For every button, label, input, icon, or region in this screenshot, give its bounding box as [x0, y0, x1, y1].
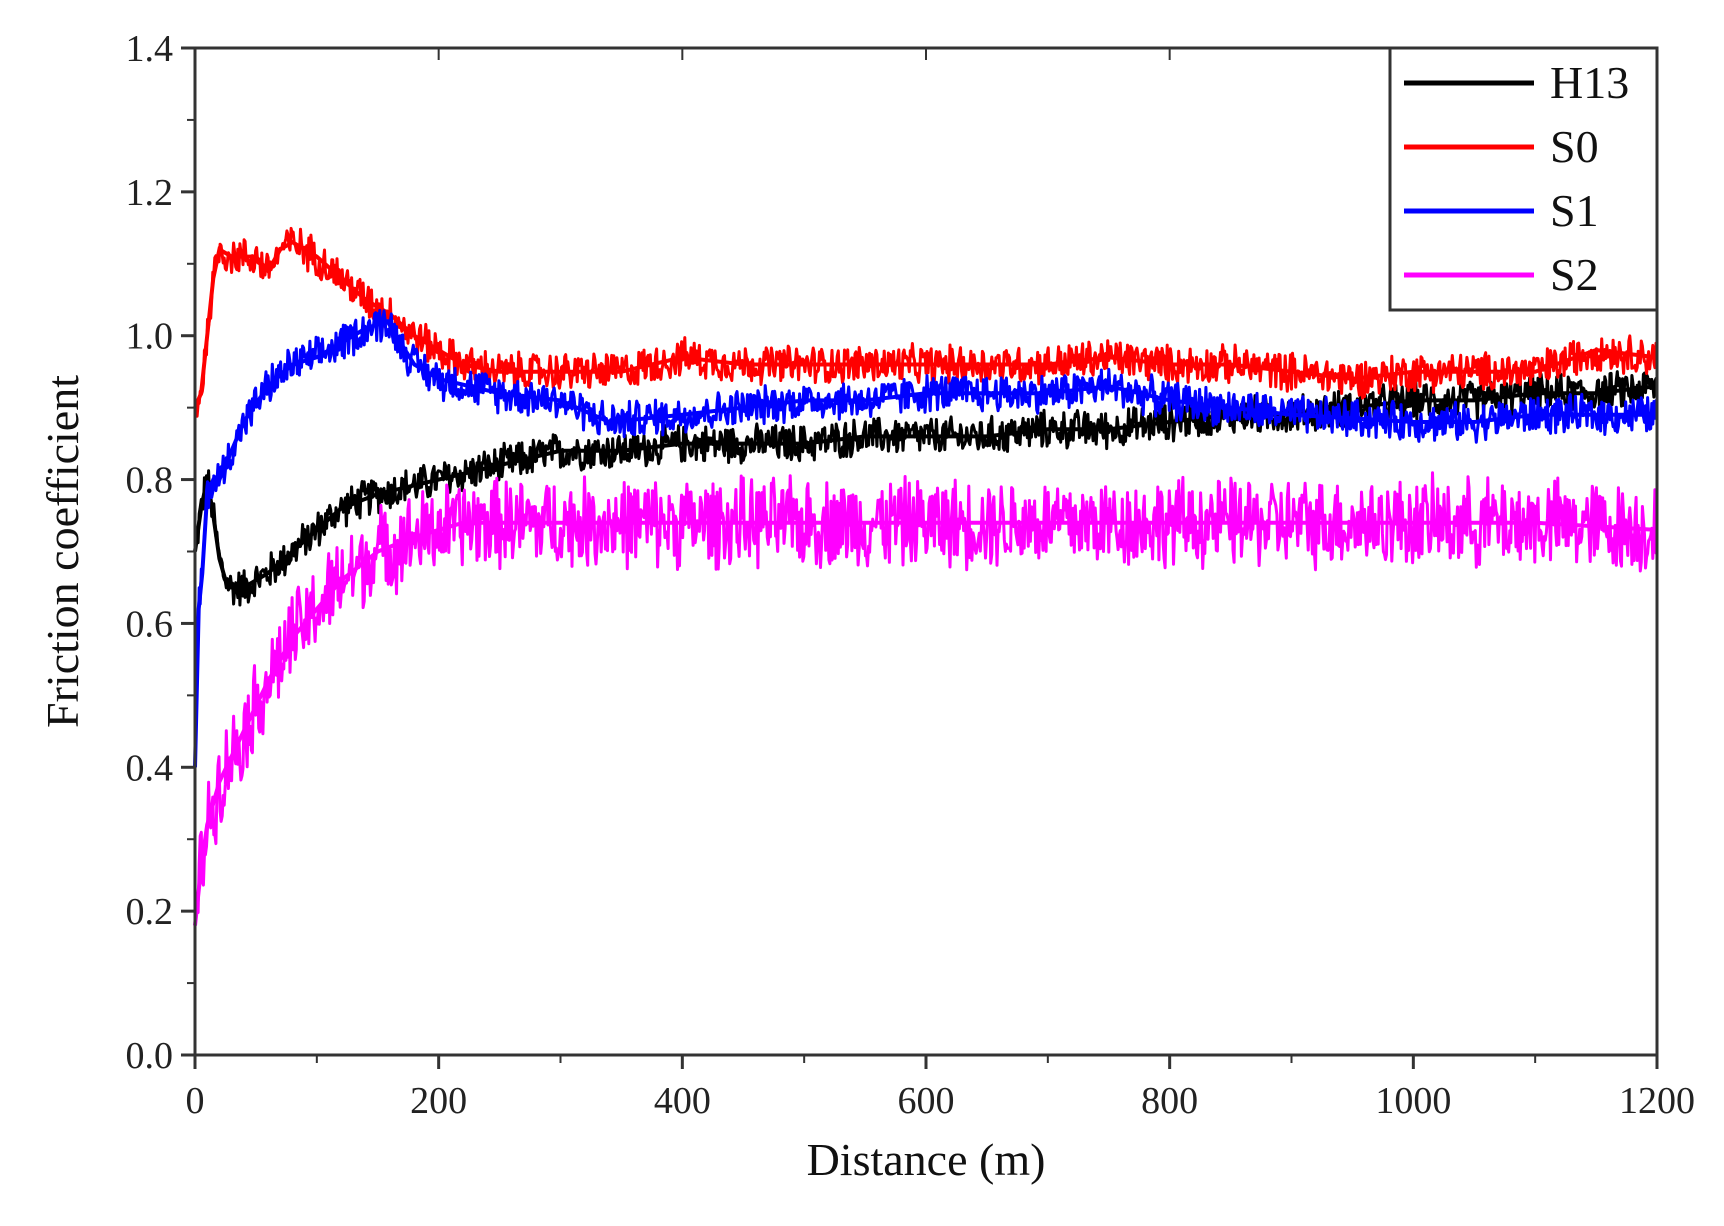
- series-trend-s2: [193, 520, 1658, 926]
- legend-item-h13: H13: [1404, 57, 1629, 108]
- legend-box: [1388, 46, 1659, 312]
- x-tick-label: 0: [186, 1080, 205, 1122]
- series-line-s2: [193, 471, 1659, 915]
- series-line-h13: [193, 370, 1659, 607]
- plot-area-frame: [193, 46, 1659, 1057]
- y-tick-label: 0.0: [126, 1035, 174, 1077]
- x-axis-title: Distance (m): [807, 1134, 1046, 1185]
- ticks-layer: 0 200 400 600 800 1000 1200 0.0 0.2 0.4 0.6 0.8 1.0 1…: [126, 28, 1696, 1122]
- y-tick-label: 1.4: [126, 28, 174, 70]
- legend: H13 S0 S1 S2: [1388, 46, 1659, 312]
- legend-label: S1: [1550, 185, 1599, 236]
- y-tick-label: 1.2: [126, 172, 174, 214]
- x-tick-label: 800: [1141, 1080, 1198, 1122]
- series-layer: [193, 226, 1659, 926]
- y-tick-label: 0.8: [126, 460, 174, 502]
- series-trend-s1: [193, 318, 1657, 768]
- x-tick-label: 400: [654, 1080, 711, 1122]
- legend-label: H13: [1550, 57, 1629, 108]
- series-s1: [193, 308, 1659, 768]
- x-tick-label: 600: [898, 1080, 955, 1122]
- series-line-s1: [193, 308, 1659, 766]
- series-trend-s0: [193, 239, 1658, 409]
- x-tick-label: 1000: [1375, 1080, 1451, 1122]
- legend-label: S0: [1550, 121, 1599, 172]
- y-tick-label: 0.6: [126, 603, 174, 645]
- series-s2: [193, 471, 1659, 926]
- legend-item-s0: S0: [1404, 121, 1599, 172]
- legend-label: S2: [1550, 249, 1599, 300]
- y-tick-label: 0.2: [126, 891, 174, 933]
- x-tick-label: 200: [410, 1080, 467, 1122]
- y-tick-label: 0.4: [126, 747, 174, 789]
- series-s0: [193, 226, 1659, 418]
- x-tick-label: 1200: [1619, 1080, 1695, 1122]
- y-axis-title: Friction coefficient: [37, 375, 88, 728]
- y-tick-label: 1.0: [126, 316, 174, 358]
- legend-item-s1: S1: [1404, 185, 1599, 236]
- legend-item-s2: S2: [1404, 249, 1599, 300]
